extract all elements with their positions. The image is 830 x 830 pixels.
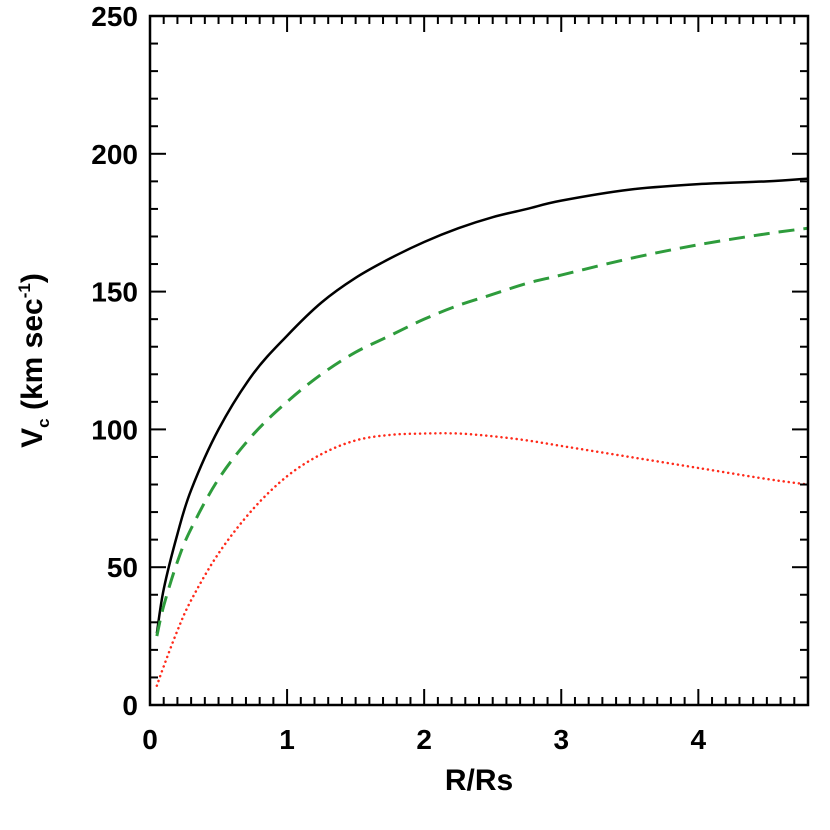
x-tick-label: 1 <box>279 724 295 755</box>
x-tick-label: 0 <box>142 724 158 755</box>
x-tick-labels: 0 1 2 3 4 <box>142 724 706 755</box>
x-axis-title: R/Rs <box>445 764 513 797</box>
curves-layer <box>155 177 810 687</box>
y-tick-label: 50 <box>107 552 138 583</box>
y-tick-label: 200 <box>91 139 138 170</box>
y-tick-labels: 0 50 100 150 200 250 <box>91 1 138 721</box>
y-axis-title-units: (km sec <box>16 298 49 418</box>
y-tick-label: 100 <box>91 414 138 445</box>
y-tick-label: 250 <box>91 1 138 32</box>
axis-ticks <box>149 15 809 706</box>
y-tick-label: 0 <box>122 690 138 721</box>
series-dashed-line <box>155 226 809 637</box>
y-axis-title: Vc (km sec-1) <box>15 273 53 448</box>
plot-frame <box>148 14 810 707</box>
y-axis-title-superscript: -1 <box>15 283 34 298</box>
series-solid-line <box>155 177 809 634</box>
y-axis-title-subscript: c <box>34 418 53 427</box>
y-axis-title-main: V <box>16 428 49 448</box>
x-tick-label: 3 <box>553 724 569 755</box>
x-tick-label: 4 <box>691 724 707 755</box>
x-tick-label: 2 <box>416 724 432 755</box>
series-dotted-line <box>155 432 810 687</box>
y-axis-title-units-close: ) <box>16 273 49 283</box>
y-tick-label: 150 <box>91 277 138 308</box>
